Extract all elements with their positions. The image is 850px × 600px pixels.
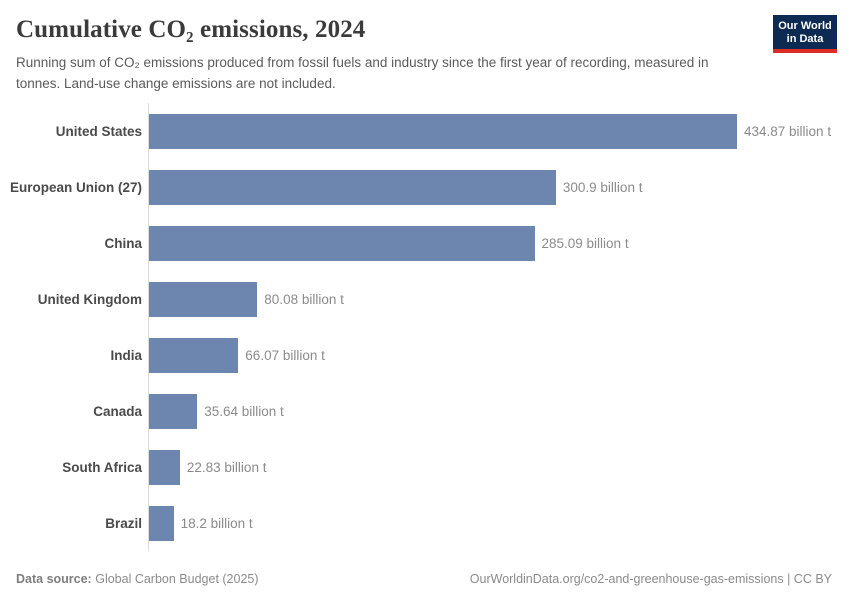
category-label: China <box>104 235 142 251</box>
bar <box>149 281 258 317</box>
chart-row: European Union (27) 300.9 billion t <box>0 159 850 215</box>
owid-logo-line1: Our World <box>778 20 832 32</box>
data-source-label: Data source: <box>16 572 92 586</box>
chart-subtitle: Running sum of CO₂ emissions produced fr… <box>16 55 709 91</box>
plot-area: 80.08 billion t <box>148 271 850 327</box>
data-source-value: Global Carbon Budget (2025) <box>95 572 259 586</box>
value-label: 35.64 billion t <box>204 403 284 419</box>
bar <box>149 449 180 485</box>
category-label: United States <box>55 123 142 139</box>
category-label: United Kingdom <box>37 291 142 307</box>
bar <box>149 113 737 149</box>
plot-area: 18.2 billion t <box>148 495 850 551</box>
owid-logo-line2: in Data <box>786 33 824 45</box>
value-label: 80.08 billion t <box>264 291 344 307</box>
bar <box>149 169 556 205</box>
bar <box>149 225 535 261</box>
chart-row: South Africa 22.83 billion t <box>0 439 850 495</box>
chart-row: Canada 35.64 billion t <box>0 383 850 439</box>
chart-row: India 66.07 billion t <box>0 327 850 383</box>
category-label: European Union (27) <box>9 179 142 195</box>
plot-area: 22.83 billion t <box>148 439 850 495</box>
bar-chart: United States 434.87 billion t European … <box>0 103 850 551</box>
value-label: 434.87 billion t <box>744 123 832 139</box>
bar <box>149 393 198 429</box>
plot-area: 66.07 billion t <box>148 327 850 383</box>
chart-footer: Data source: Global Carbon Budget (2025)… <box>0 572 850 586</box>
chart-row: Brazil 18.2 billion t <box>0 495 850 551</box>
category-label: Brazil <box>105 515 142 531</box>
owid-logo: Our World in Data <box>773 15 837 53</box>
value-label: 22.83 billion t <box>186 459 267 475</box>
chart-row: United Kingdom 80.08 billion t <box>0 271 850 327</box>
category-label: India <box>110 347 142 363</box>
page-title: Cumulative CO₂ emissions, 2024 <box>16 16 366 43</box>
value-label: 300.9 billion t <box>562 179 643 195</box>
bar <box>149 505 174 541</box>
value-label: 18.2 billion t <box>180 515 253 531</box>
value-label: 66.07 billion t <box>245 347 325 363</box>
category-label: South Africa <box>62 459 142 475</box>
data-source: Data source: Global Carbon Budget (2025) <box>16 572 259 586</box>
chart-row: China 285.09 billion t <box>0 215 850 271</box>
attribution: OurWorldinData.org/co2-and-greenhouse-ga… <box>469 572 832 586</box>
chart-header: Cumulative CO₂ emissions, 2024 Running s… <box>0 0 850 94</box>
plot-area: 285.09 billion t <box>148 215 850 271</box>
bar <box>149 337 239 373</box>
plot-area: 35.64 billion t <box>148 383 850 439</box>
category-label: Canada <box>93 403 142 419</box>
plot-area: 434.87 billion t <box>148 103 850 159</box>
plot-area: 300.9 billion t <box>148 159 850 215</box>
chart-row: United States 434.87 billion t <box>0 103 850 159</box>
value-label: 285.09 billion t <box>541 235 629 251</box>
